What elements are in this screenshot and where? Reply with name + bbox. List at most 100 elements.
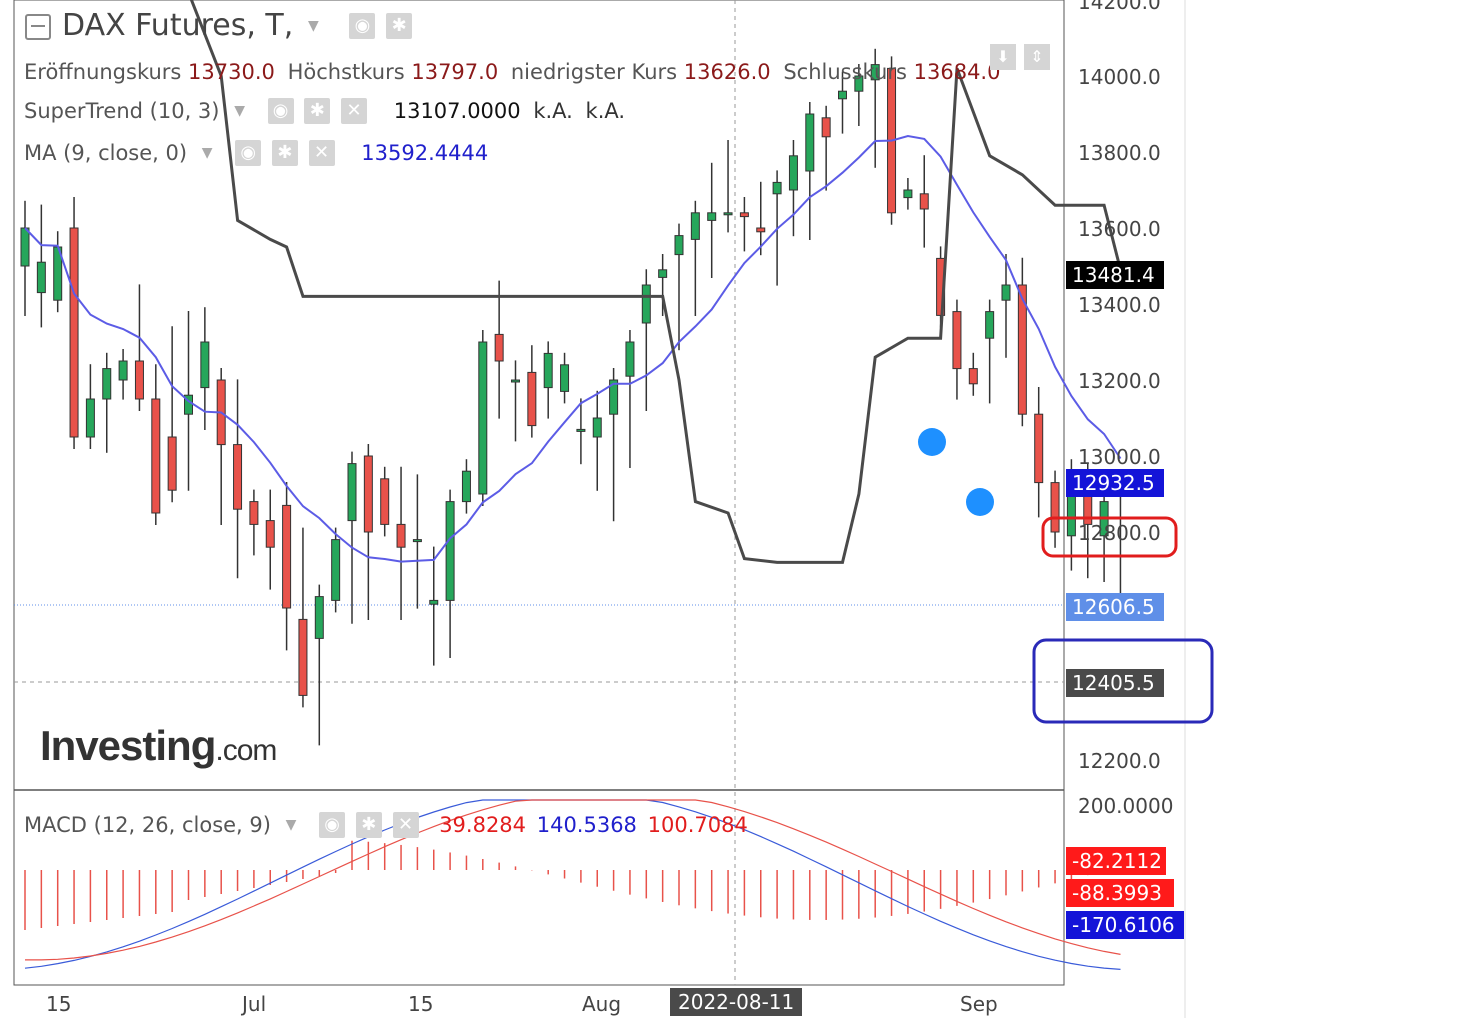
candle-body: [543, 352, 553, 389]
candle-body: [249, 501, 259, 525]
candle-body: [707, 212, 717, 221]
investing-logo: Investing.com: [40, 722, 277, 769]
chevron-down-icon[interactable]: ▼: [307, 17, 319, 34]
low-label: niedrigster Kurs: [510, 60, 678, 84]
candle-body: [347, 463, 357, 522]
candle-body: [380, 478, 390, 525]
candle-body: [1001, 284, 1011, 301]
candle-body: [69, 227, 79, 438]
candle-body: [625, 341, 635, 377]
supertrend-value: 13107.0000: [393, 99, 521, 123]
price-tick: 14200.0: [1078, 0, 1161, 14]
candle-body: [560, 364, 570, 392]
macd-value-1: 39.8284: [439, 813, 527, 837]
candle-body: [511, 379, 520, 383]
price-tick: 13600.0: [1078, 217, 1161, 241]
macd-axis-top: 200.0000: [1078, 794, 1174, 818]
supertrend-name[interactable]: SuperTrend (10, 3): [24, 99, 220, 123]
ma-value: 13592.4444: [361, 141, 489, 165]
chevron-down-icon[interactable]: ▼: [285, 817, 297, 833]
time-tick: Aug: [582, 992, 622, 1016]
candle-body: [772, 181, 782, 195]
candle-body: [478, 341, 488, 495]
candle-body: [739, 212, 749, 218]
supertrend-line: [189, 0, 1154, 564]
time-tick: Jul: [242, 992, 267, 1016]
eye-icon[interactable]: ◉: [319, 812, 346, 838]
current-price-label: 12606.5: [1066, 593, 1164, 621]
candle-body: [903, 189, 913, 199]
candle-body: [821, 117, 831, 138]
price-tick: 13400.0: [1078, 293, 1161, 317]
macd-name[interactable]: MACD (12, 26, close, 9): [24, 813, 271, 837]
candle-body: [985, 311, 995, 339]
highlight-blue-box: [1032, 638, 1214, 724]
candle-body: [282, 504, 292, 609]
eye-icon[interactable]: ◉: [349, 12, 376, 39]
move-down-icon[interactable]: ⬇: [990, 44, 1016, 70]
collapse-icon[interactable]: [25, 14, 51, 40]
candle-body: [396, 523, 406, 548]
price-tick: 13200.0: [1078, 369, 1161, 393]
candle-body: [102, 368, 112, 400]
eye-icon[interactable]: ◉: [267, 98, 294, 124]
ma-name[interactable]: MA (9, close, 0): [24, 141, 188, 165]
candle-body: [968, 368, 978, 385]
price-tick: 12800.0: [1078, 521, 1161, 545]
symbol-title[interactable]: DAX Futures, T,: [62, 8, 294, 43]
candle-body: [36, 261, 46, 294]
highlight-red-box: [1041, 516, 1178, 558]
candle-body: [134, 360, 144, 400]
crosshair-date-label: 2022-08-11: [670, 988, 803, 1016]
close-value: 13684.0: [913, 60, 1001, 84]
candle-body: [919, 193, 929, 210]
supertrend-na-2: k.A.: [585, 99, 626, 123]
macd-value-3: 100.7084: [647, 813, 748, 837]
macd-value-2: 140.5368: [536, 813, 637, 837]
candle-body: [1034, 413, 1044, 484]
time-tick: 15: [46, 992, 72, 1016]
gear-icon[interactable]: ✱: [304, 98, 331, 124]
pivot-marker: [918, 428, 946, 456]
candle-body: [1017, 284, 1027, 415]
close-label: Schlusskurs: [783, 60, 907, 84]
close-icon[interactable]: ✕: [341, 98, 368, 124]
candle-body: [445, 501, 455, 601]
candle-body: [805, 113, 815, 172]
supertrend-na-1: k.A.: [533, 99, 573, 123]
pivot-marker: [966, 488, 994, 516]
ma-line: [24, 134, 1122, 563]
candle-body: [200, 341, 210, 389]
chart-frame: [13, 0, 1065, 986]
price-tick: 14000.0: [1078, 65, 1161, 89]
close-icon[interactable]: ✕: [308, 140, 335, 166]
candle-body: [412, 539, 422, 543]
candle-body: [494, 333, 504, 362]
close-icon[interactable]: ✕: [392, 812, 419, 838]
candle-body: [314, 596, 324, 639]
macd-line-label: -170.6106: [1066, 911, 1184, 939]
supertrend-price-label: 13481.4: [1066, 261, 1164, 289]
candle-body: [854, 75, 864, 92]
chevron-down-icon[interactable]: ▼: [234, 103, 245, 119]
candle-body: [576, 428, 586, 432]
candle-body: [363, 455, 373, 533]
candle-body: [952, 311, 962, 370]
gear-icon[interactable]: ✱: [355, 812, 382, 838]
chevron-down-icon[interactable]: ▼: [201, 145, 213, 161]
macd-legend: MACD (12, 26, close, 9) ▼ ◉ ✱ ✕ 39.8284 …: [24, 812, 748, 838]
macd-signal-label: -82.2112: [1066, 847, 1166, 875]
candle-body: [265, 520, 275, 548]
high-value: 13797.0: [411, 60, 499, 84]
signal-line: [25, 799, 1121, 961]
candle-body: [118, 360, 128, 381]
eye-icon[interactable]: ◉: [235, 140, 262, 166]
gear-icon[interactable]: ✱: [386, 12, 413, 39]
candle-body: [690, 212, 700, 240]
candle-body: [298, 618, 308, 696]
candle-body: [674, 235, 684, 256]
time-tick: 15: [408, 992, 434, 1016]
gear-icon[interactable]: ✱: [271, 140, 298, 166]
move-up-down-icon[interactable]: ⇕: [1024, 44, 1050, 70]
